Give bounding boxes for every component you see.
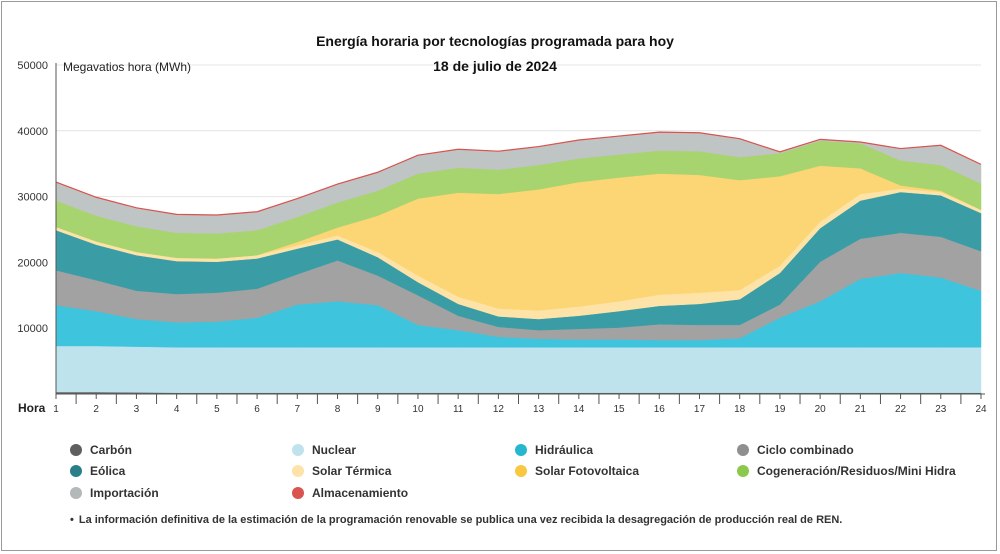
x-tick-label: 7: [295, 404, 301, 415]
chart-title: Energía horaria por tecnologías programa…: [316, 33, 674, 49]
x-tick-label: 5: [214, 404, 220, 415]
footnote-text: La información definitiva de la estimaci…: [78, 514, 843, 526]
chart-subtitle: 18 de julio de 2024: [433, 58, 557, 74]
x-axis-label: Hora: [18, 401, 46, 415]
x-tick-label: 3: [134, 404, 140, 415]
footnote: • La información definitiva de la estimac…: [70, 514, 842, 526]
area-top-outline: [55, 131, 982, 216]
x-tick-label: 24: [975, 404, 987, 415]
y-tick-label: 50000: [17, 60, 48, 72]
y-axis-label: Megavatios hora (MWh): [63, 60, 191, 74]
y-tick-label: 40000: [17, 126, 48, 138]
x-tick-label: 17: [694, 404, 706, 415]
x-tick-label: 11: [453, 404, 464, 415]
area-series-1: [55, 345, 982, 393]
x-tick-label: 20: [815, 404, 827, 415]
y-tick-label: 10000: [17, 323, 48, 335]
x-tick-label: 4: [174, 404, 180, 415]
y-tick-label: 20000: [17, 257, 48, 269]
x-tick-label: 2: [93, 404, 99, 415]
x-tick-label: 9: [375, 404, 381, 415]
x-tick-label: 16: [654, 404, 666, 415]
x-tick-label: 12: [493, 404, 505, 415]
x-tick-label: 8: [335, 404, 341, 415]
footnote-bullet: •: [70, 514, 74, 526]
x-tick-label: 23: [935, 404, 947, 415]
x-tick-label: 21: [855, 404, 867, 415]
x-tick-label: 19: [774, 404, 786, 415]
x-tick-label: 13: [533, 404, 545, 415]
x-tick-label: 1: [53, 404, 59, 415]
x-tick-label: 6: [254, 404, 260, 415]
x-tick-label: 10: [412, 404, 424, 415]
x-tick-label: 15: [613, 404, 625, 415]
x-tick-label: 22: [895, 404, 907, 415]
x-tick-label: 14: [573, 404, 585, 415]
x-tick-label: 18: [734, 404, 746, 415]
stacked-areas: [55, 131, 982, 395]
y-tick-label: 30000: [17, 192, 48, 204]
